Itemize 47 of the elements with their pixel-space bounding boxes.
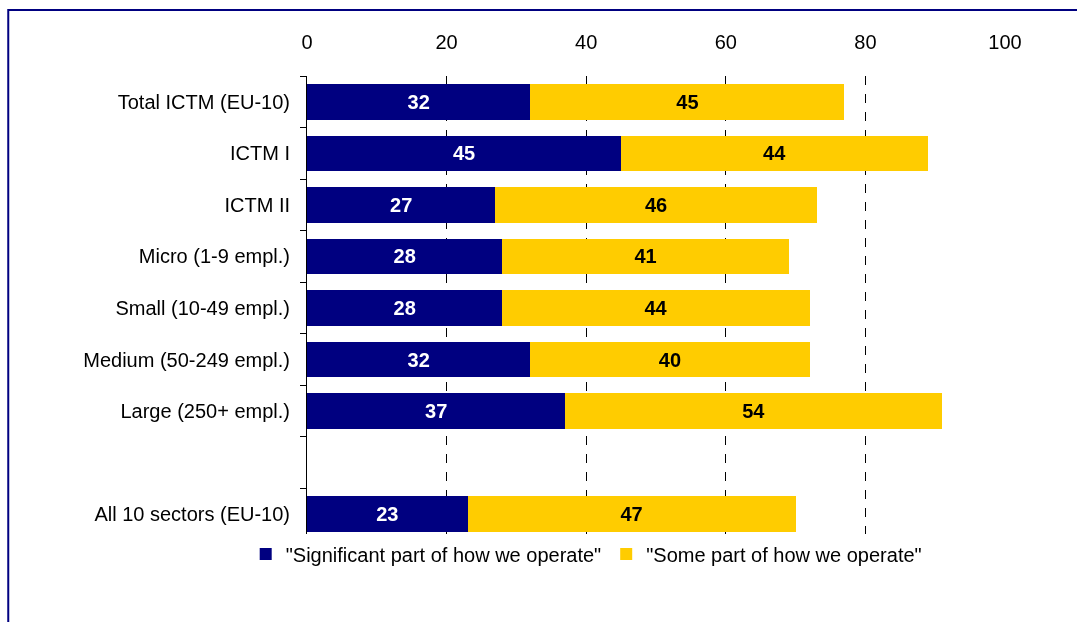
x-tick-label: 40 (575, 31, 598, 53)
y-tick-label: ICTM II (224, 193, 290, 216)
data-label: 41 (634, 245, 657, 268)
x-tick-label: 20 (435, 31, 458, 53)
y-tick-label: Micro (1-9 empl.) (138, 245, 290, 268)
x-tick-label: 0 (301, 31, 313, 53)
y-tick-label: Medium (50-249 empl.) (83, 348, 290, 371)
bar (495, 187, 817, 223)
data-label: 28 (393, 245, 416, 268)
bar (307, 496, 468, 533)
data-label: 45 (676, 90, 699, 113)
data-label: 27 (390, 193, 413, 216)
bar (307, 187, 496, 223)
y-tick-label: Large (250+ empl.) (120, 400, 290, 423)
legend-label: "Significant part of how we operate" (285, 543, 602, 566)
bar (307, 238, 503, 275)
y-tick-label: Total ICTM (EU-10) (117, 90, 290, 113)
data-label: 46 (644, 193, 668, 216)
bar (307, 135, 622, 172)
legend-label: "Some part of how we operate" (646, 543, 922, 566)
data-label: 40 (658, 348, 682, 371)
data-label: 32 (407, 90, 430, 113)
bar (565, 393, 943, 429)
data-label: 47 (620, 503, 643, 526)
bar (621, 135, 929, 172)
x-tick-label: 60 (714, 31, 737, 53)
data-label: 44 (763, 142, 787, 165)
bar (307, 290, 503, 326)
data-label: 54 (742, 400, 766, 423)
y-tick-label: ICTM I (230, 142, 290, 165)
data-label: 28 (393, 297, 416, 319)
bar (530, 83, 845, 120)
bar (530, 341, 810, 378)
x-tick-label: 100 (988, 31, 1022, 53)
bar (307, 341, 531, 378)
data-label: 37 (425, 400, 448, 423)
y-tick-label: Small (10-49 empl.) (115, 297, 290, 319)
data-label: 45 (452, 142, 476, 165)
bar (307, 393, 566, 429)
data-label: 32 (407, 348, 430, 371)
bar (307, 83, 531, 120)
bar (502, 238, 789, 275)
x-tick-label: 80 (854, 31, 877, 53)
y-tick-label: All 10 sectors (EU-10) (94, 503, 290, 526)
data-label: 23 (376, 503, 399, 526)
bar (502, 290, 810, 326)
data-label: 44 (644, 297, 668, 319)
